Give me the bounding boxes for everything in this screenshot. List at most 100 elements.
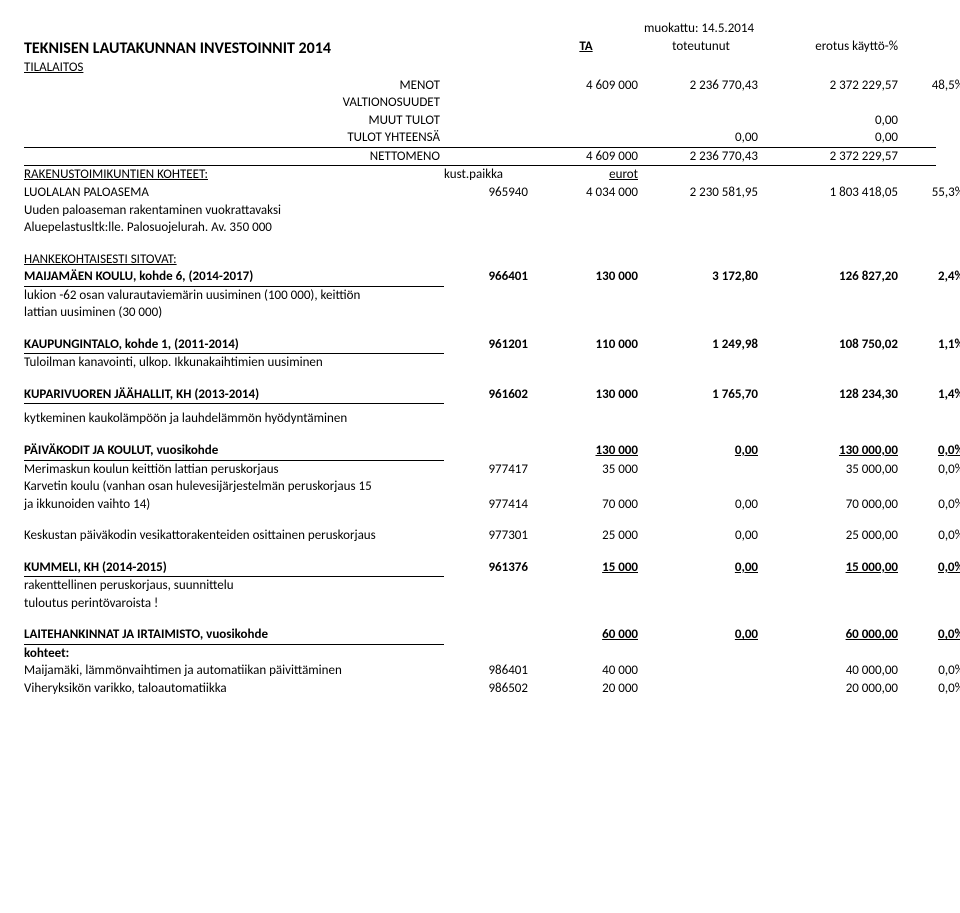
merimaskun-e: 0,0% [904, 461, 960, 479]
paivakodit-label: PÄIVÄKODIT JA KOULUT, vuosikohde [24, 442, 444, 461]
tilalaitos-title: TILALAITOS [24, 59, 444, 77]
nettomeno-label: NETTOMENO [24, 148, 444, 166]
nettomeno-erotus: 2 372 229,57 [764, 148, 904, 166]
maijamaen-desc2: lattian uusiminen (30 000) [24, 304, 936, 322]
keskustan-label: Keskustan päiväkodin vesikattorakenteide… [24, 527, 444, 545]
karvetin-c: 0,00 [644, 496, 764, 514]
valtionosuudet-row: VALTIONOSUUDET [24, 94, 936, 112]
kaupungintalo-label: KAUPUNGINTALO, kohde 1, (2011-2014) [24, 336, 444, 355]
kuparivuoren-e: 1,4% [904, 386, 960, 405]
col-erotus: erotus [815, 39, 849, 54]
merimaskun-a: 977417 [444, 461, 534, 479]
merimaskun-d: 35 000,00 [764, 461, 904, 479]
kummeli-label: KUMMELI, KH (2014-2015) [24, 559, 444, 578]
maijamaki2-a: 986401 [444, 662, 534, 680]
muut-tulot-row: MUUT TULOT 0,00 [24, 112, 936, 130]
maijamaki2-row: Maijamäki, lämmönvaihtimen ja automatiik… [24, 662, 936, 680]
viheryksikon-label: Viheryksikön varikko, taloautomatiikka [24, 680, 444, 698]
tulot-yht-row: TULOT YHTEENSÄ 0,00 0,00 [24, 129, 936, 147]
kummeli-d: 15 000,00 [764, 559, 904, 578]
rakenus-label: RAKENUSTOIMIKUNTIEN KOHTEET: [24, 166, 444, 184]
eurot: eurot [534, 166, 644, 184]
header-modified: muokattu: 14.5.2014 [24, 20, 936, 38]
keskustan-c: 0,00 [644, 527, 764, 545]
kummeli-a: 961376 [444, 559, 534, 578]
kummeli-desc1: rakenttellinen peruskorjaus, suunnittelu [24, 577, 936, 595]
kaupungintalo-desc: Tuloilman kanavointi, ulkop. Ikkunakaiht… [24, 354, 936, 372]
kummeli-e: 0,0% [904, 559, 960, 578]
merimaskun-label: Merimaskun koulun keittiön lattian perus… [24, 461, 444, 479]
maijamaen-a: 966401 [444, 268, 534, 287]
maijamaki2-b: 40 000 [534, 662, 644, 680]
hanke-row: HANKEKOHTAISESTI SITOVAT: [24, 251, 936, 269]
nettomeno-ta: 4 609 000 [534, 148, 644, 166]
karvetin-a: 977414 [444, 496, 534, 514]
kaupungintalo-d: 108 750,02 [764, 336, 904, 355]
kaupungintalo-a: 961201 [444, 336, 534, 355]
kuparivuoren-a: 961602 [444, 386, 534, 405]
menot-erotus: 2 372 229,57 [764, 77, 904, 95]
title-row: TEKNISEN LAUTAKUNNAN INVESTOINNIT 2014 T… [24, 38, 936, 60]
paivakodit-b: 130 000 [534, 442, 644, 461]
merimaskun-row: Merimaskun koulun keittiön lattian perus… [24, 461, 936, 479]
karvetin-e: 0,0% [904, 496, 960, 514]
menot-tot: 2 236 770,43 [644, 77, 764, 95]
maijamaki2-d: 40 000,00 [764, 662, 904, 680]
laitehankinnat-label: LAITEHANKINNAT JA IRTAIMISTO, vuosikohde [24, 626, 444, 645]
rakenus-row: RAKENUSTOIMIKUNTIEN KOHTEET: kust.paikka… [24, 166, 936, 184]
page-title: TEKNISEN LAUTAKUNNAN INVESTOINNIT 2014 [24, 38, 444, 60]
col-ta: TA [534, 38, 644, 60]
paivakodit-row: PÄIVÄKODIT JA KOULUT, vuosikohde 130 000… [24, 442, 936, 461]
col-kaytto: käyttö-% [852, 39, 898, 54]
menot-label: MENOT [24, 77, 444, 95]
kaupungintalo-row: KAUPUNGINTALO, kohde 1, (2011-2014) 9612… [24, 336, 936, 355]
kuparivuoren-b: 130 000 [534, 386, 644, 405]
keskustan-e: 0,0% [904, 527, 960, 545]
luolalan-desc1: Uuden paloaseman rakentaminen vuokrattav… [24, 202, 936, 220]
laitehankinnat-c: 0,00 [644, 626, 764, 645]
merimaskun-b: 35 000 [534, 461, 644, 479]
kaupungintalo-e: 1,1% [904, 336, 960, 355]
kuparivuoren-row: KUPARIVUOREN JÄÄHALLIT, KH (2013-2014) 9… [24, 386, 936, 405]
laitehankinnat-e: 0,0% [904, 626, 960, 645]
luolalan-c: 2 230 581,95 [644, 184, 764, 202]
kummeli-c: 0,00 [644, 559, 764, 578]
laitehankinnat-row: LAITEHANKINNAT JA IRTAIMISTO, vuosikohde… [24, 626, 936, 645]
maijamaen-e: 2,4% [904, 268, 960, 287]
valtionosuudet-label: VALTIONOSUUDET [24, 94, 444, 112]
karvetin-d: 70 000,00 [764, 496, 904, 514]
maijamaki2-label: Maijamäki, lämmönvaihtimen ja automatiik… [24, 662, 444, 680]
luolalan-a: 965940 [444, 184, 534, 202]
karvetin-row1: Karvetin koulu (vanhan osan hulevesijärj… [24, 478, 936, 496]
hanke-label: HANKEKOHTAISESTI SITOVAT: [24, 251, 444, 269]
nettomeno-row: NETTOMENO 4 609 000 2 236 770,43 2 372 2… [24, 147, 936, 167]
kuparivuoren-label: KUPARIVUOREN JÄÄHALLIT, KH (2013-2014) [24, 386, 444, 405]
kuparivuoren-c: 1 765,70 [644, 386, 764, 405]
maijamaen-c: 3 172,80 [644, 268, 764, 287]
keskustan-a: 977301 [444, 527, 534, 545]
col-tot: toteutunut [644, 38, 764, 60]
nettomeno-tot: 2 236 770,43 [644, 148, 764, 166]
kummeli-b: 15 000 [534, 559, 644, 578]
luolalan-d: 1 803 418,05 [764, 184, 904, 202]
menot-ta: 4 609 000 [534, 77, 644, 95]
maijamaen-d: 126 827,20 [764, 268, 904, 287]
tilalaitos-label: TILALAITOS [24, 59, 936, 77]
viheryksikon-row: Viheryksikön varikko, taloautomatiikka 9… [24, 680, 936, 698]
kuparivuoren-d: 128 234,30 [764, 386, 904, 405]
karvetin-label2: ja ikkunoiden vaihto 14) [24, 496, 444, 514]
luolalan-row: LUOLALAN PALOASEMA 965940 4 034 000 2 23… [24, 184, 936, 202]
kohteet-row: kohteet: [24, 645, 936, 663]
kummeli-row: KUMMELI, KH (2014-2015) 961376 15 000 0,… [24, 559, 936, 578]
tulot-yht-erotus: 0,00 [764, 129, 904, 147]
kuparivuoren-desc: kytkeminen kaukolämpöön ja lauhdelämmön … [24, 410, 936, 428]
karvetin-b: 70 000 [534, 496, 644, 514]
maijamaen-row: MAIJAMÄEN KOULU, kohde 6, (2014-2017) 96… [24, 268, 936, 287]
luolalan-label: LUOLALAN PALOASEMA [24, 184, 444, 202]
luolalan-desc2: Aluepelastusltk:lle. Palosuojelurah. Av.… [24, 219, 936, 237]
modified-date: muokattu: 14.5.2014 [644, 20, 754, 38]
kummeli-desc2: tuloutus perintövaroista ! [24, 595, 936, 613]
kustpaikka: kust.paikka [444, 166, 534, 184]
karvetin-row2: ja ikkunoiden vaihto 14) 977414 70 000 0… [24, 496, 936, 514]
laitehankinnat-b: 60 000 [534, 626, 644, 645]
